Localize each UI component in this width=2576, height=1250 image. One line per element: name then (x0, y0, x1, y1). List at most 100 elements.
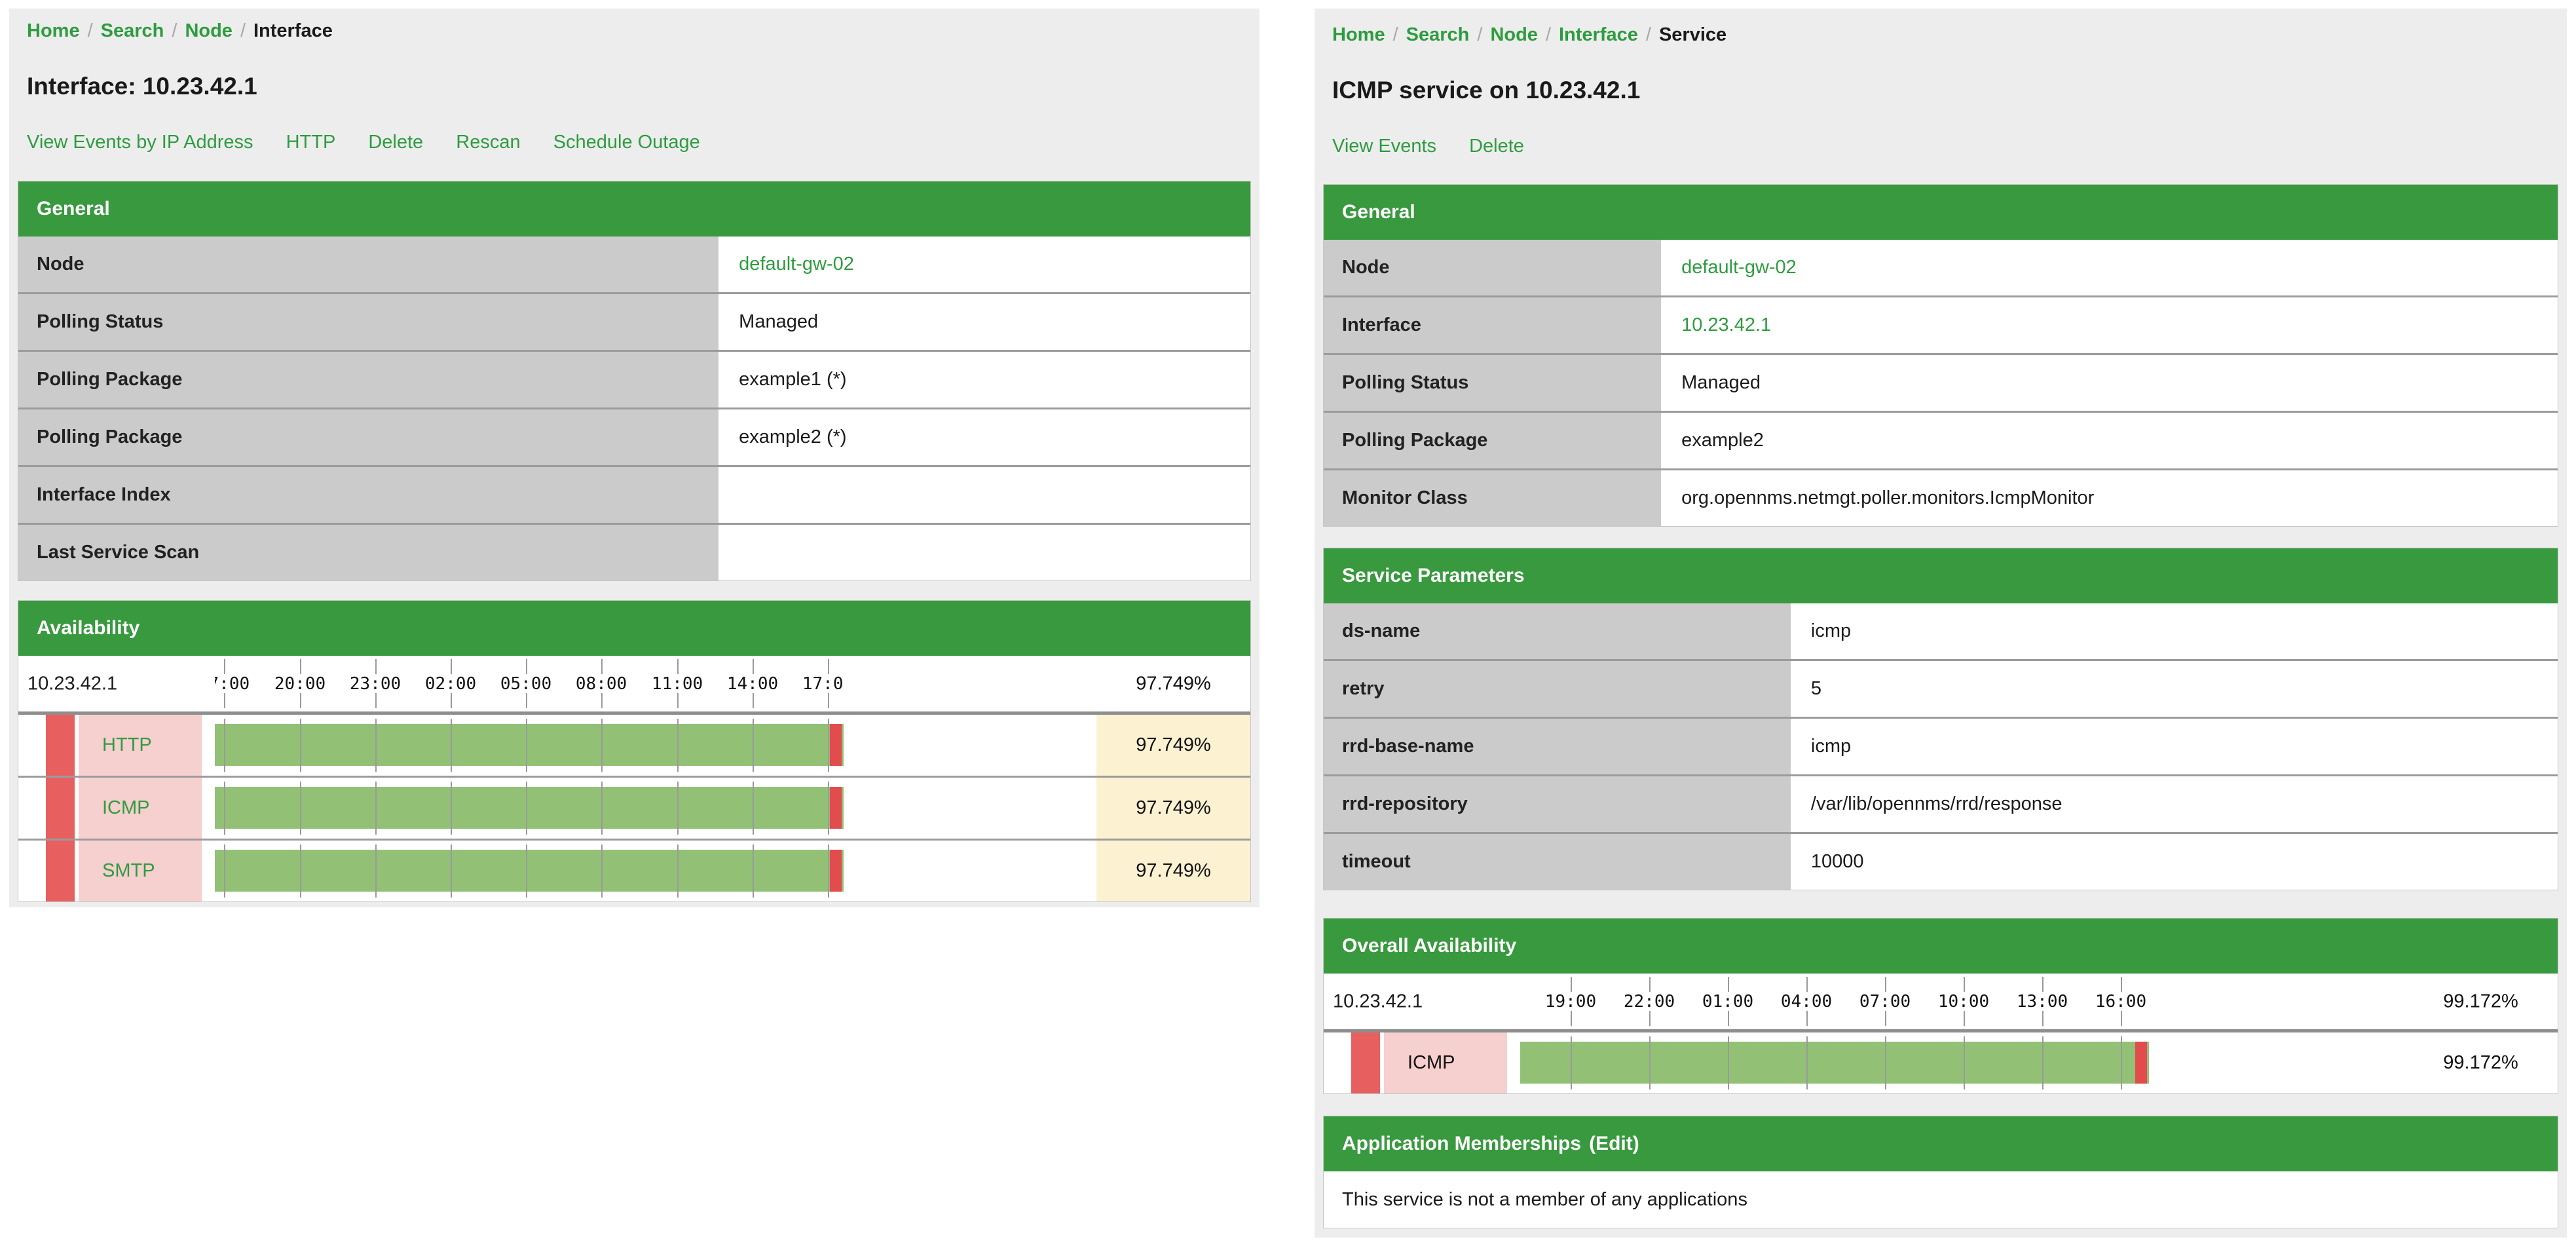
breadcrumb-current-service: Service (1658, 24, 1727, 45)
row-value: default-gw-02 (1663, 240, 2558, 295)
table-row-rrd-base-name: rrd-base-name icmp (1324, 717, 2558, 774)
availability-bar (215, 724, 844, 766)
availability-bar-area (1520, 1032, 2149, 1093)
grid-lines (224, 844, 225, 898)
row-value: org.opennms.netmgt.poller.monitors.IcmpM… (1681, 487, 2095, 508)
service-page-panel: Home / Search / Node / Interface / Service ICMP … (1315, 9, 2567, 1238)
view-events-link[interactable]: View Events (1332, 136, 1437, 157)
status-stripe (46, 841, 75, 901)
availability-table: Availability 10.23.42.1 17:00 20:00 23:0… (18, 600, 1251, 902)
time-axis: 17:00 20:00 23:00 02:00 05:00 08:00 11:0… (215, 656, 844, 711)
table-row-polling-package-2: Polling Package example2 (*) (18, 407, 1250, 465)
row-label: Polling Package (18, 409, 721, 465)
service-name-cell: HTTP (79, 715, 202, 776)
table-row-node: Node default-gw-02 (1324, 240, 2558, 295)
breadcrumb-home[interactable]: Home (27, 20, 80, 41)
axis-tick-label: 20:00 (274, 673, 326, 694)
availability-bar (215, 787, 844, 829)
http-service-link[interactable]: HTTP (286, 132, 336, 153)
service-row-http: HTTP 97.749% (18, 711, 1250, 776)
availability-bar (1520, 1042, 2149, 1084)
row-label: Node (1324, 240, 1664, 295)
node-link[interactable]: default-gw-02 (739, 254, 854, 275)
availability-rows: ICMP 99.172% (1324, 1029, 2558, 1093)
application-memberships-title: Application Memberships (1342, 1133, 1582, 1154)
axis-tick-label: 22:00 (1623, 991, 1675, 1012)
breadcrumb-separator: / (1645, 24, 1651, 45)
availability-bar-area (215, 841, 844, 901)
schedule-outage-link[interactable]: Schedule Outage (553, 132, 700, 153)
application-memberships-table: Application Memberships (Edit) This serv… (1323, 1116, 2558, 1228)
action-links: View Events Delete (1332, 136, 1552, 157)
icmp-service-link[interactable]: ICMP (102, 797, 150, 818)
service-row-icmp: ICMP 97.749% (18, 776, 1250, 839)
service-parameters-table: Service Parameters ds-name icmp retry 5 … (1323, 548, 2558, 890)
outage-marker (830, 787, 842, 829)
edit-applications-link[interactable]: (Edit) (1589, 1133, 1639, 1154)
overall-availability-value: 97.749% (1136, 673, 1211, 694)
rescan-link[interactable]: Rescan (456, 132, 521, 153)
table-row-polling-package: Polling Package example2 (1324, 411, 2558, 468)
axis-tick-label: 14:00 (726, 673, 779, 694)
application-memberships-header: Application Memberships (Edit) (1324, 1116, 2558, 1171)
axis-tick-label: 07:00 (1859, 991, 1911, 1012)
interface-ip-label: 10.23.42.1 (1333, 991, 1423, 1012)
row-value: 10000 (1810, 851, 1864, 872)
breadcrumb: Home / Search / Node / Interface / Service (1332, 24, 1727, 46)
table-row-retry: retry 5 (1324, 659, 2558, 717)
delete-interface-link[interactable]: Delete (368, 132, 424, 153)
row-label: Polling Status (18, 294, 721, 350)
axis-tick-label: 13:00 (2016, 991, 2068, 1012)
row-label: Interface Index (18, 467, 721, 523)
service-name-cell: ICMP (1384, 1032, 1507, 1093)
table-row-node: Node default-gw-02 (18, 237, 1250, 292)
axis-tick-label: 19:00 (1544, 991, 1597, 1012)
breadcrumb-node[interactable]: Node (1490, 24, 1538, 45)
grid-lines (224, 719, 225, 772)
breadcrumb-search[interactable]: Search (100, 20, 164, 41)
overall-availability-table: Overall Availability 10.23.42.1 19:00 22… (1323, 918, 2558, 1094)
http-service-link[interactable]: HTTP (102, 734, 152, 755)
action-links: View Events by IP Address HTTP Delete Re… (27, 132, 728, 153)
axis-tick-label: 11:00 (651, 673, 703, 694)
axis-tick-marks (224, 659, 225, 674)
current-service-label: ICMP (1408, 1052, 1455, 1073)
table-row-interface: Interface 10.23.42.1 (1324, 295, 2558, 353)
breadcrumb-interface[interactable]: Interface (1559, 24, 1638, 45)
outage-marker (830, 850, 842, 892)
row-label: Interface (1324, 297, 1664, 353)
axis-tick-marks (1571, 977, 1572, 992)
delete-service-link[interactable]: Delete (1469, 136, 1524, 157)
breadcrumb-separator: / (1392, 24, 1398, 45)
row-value: example2 (1681, 430, 1764, 451)
breadcrumb-search[interactable]: Search (1406, 24, 1470, 45)
service-row-smtp: SMTP 97.749% (18, 839, 1250, 901)
axis-tick-label: 10:00 (1937, 991, 1990, 1012)
general-table-header: General (1324, 185, 2558, 240)
table-row-polling-package-1: Polling Package example1 (*) (18, 350, 1250, 407)
breadcrumb-home[interactable]: Home (1332, 24, 1385, 45)
availability-bar (215, 850, 844, 892)
breadcrumb-current-interface: Interface (253, 20, 333, 41)
axis-tick-label: 17:00 (802, 673, 844, 694)
axis-tick-label: 16:00 (2095, 991, 2147, 1012)
node-link[interactable]: default-gw-02 (1681, 257, 1797, 278)
service-name-cell: SMTP (79, 841, 202, 901)
row-value: example2 (*) (739, 426, 847, 447)
status-stripe (1351, 1032, 1380, 1093)
axis-tick-label: 01:00 (1702, 991, 1754, 1012)
row-value: 5 (1810, 678, 1822, 699)
row-value: icmp (1810, 620, 1852, 641)
smtp-service-link[interactable]: SMTP (102, 860, 155, 881)
axis-tick-label: 17:00 (215, 673, 250, 694)
interface-page-panel: Home / Search / Node / Interface Interface: 10… (9, 9, 1260, 907)
row-value: icmp (1810, 736, 1852, 757)
interface-link[interactable]: 10.23.42.1 (1681, 314, 1772, 335)
availability-axis-row: 10.23.42.1 19:00 22:00 01:00 04:00 07:00… (1324, 974, 2558, 1029)
row-label: retry (1324, 661, 1793, 717)
breadcrumb-node[interactable]: Node (185, 20, 233, 41)
service-availability-value: 97.749% (1096, 841, 1250, 901)
row-label: Last Service Scan (18, 525, 721, 580)
row-label: Polling Status (1324, 355, 1664, 411)
view-events-by-ip-link[interactable]: View Events by IP Address (27, 132, 253, 153)
